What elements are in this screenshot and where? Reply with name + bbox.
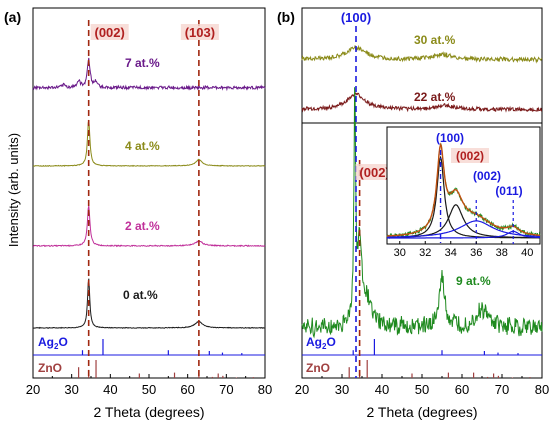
- x-tick-label: 50: [415, 382, 429, 397]
- panel-a-reference-patterns: Ag2O ZnO: [38, 335, 254, 378]
- series-label: 30 at.%: [414, 33, 456, 47]
- peak-label-100: (100): [341, 10, 371, 25]
- inset-peak-label: (100): [436, 131, 464, 145]
- x-tick-label: 20: [295, 382, 309, 397]
- series-label: 9 at.%: [456, 274, 491, 288]
- series-label: 0 at.%: [123, 288, 158, 302]
- ref-label-zno: ZnO: [38, 361, 62, 375]
- x-tick-label: 40: [103, 382, 117, 397]
- inset-x-tick-label: 34: [445, 247, 457, 259]
- peak-label-bg: [355, 164, 394, 180]
- x-tick-label: 70: [219, 382, 233, 397]
- series-line-2at: [32, 205, 266, 248]
- peak-label-bg: [180, 24, 219, 40]
- panel-b-label: (b): [277, 9, 295, 25]
- panel-a-series: 0 at.% 2 at.% 4 at.% 7 at.%: [32, 56, 266, 330]
- inset-x-tick-label: 40: [521, 247, 533, 259]
- inset-x-tick-label: 36: [470, 247, 482, 259]
- panel-b-reference-patterns: Ag2O ZnO: [306, 335, 531, 378]
- series-line-22at: [301, 91, 542, 113]
- x-tick-label: 30: [335, 382, 349, 397]
- peak-label-bg: [90, 24, 129, 40]
- inset-frame: [386, 126, 541, 245]
- panel-b-guide-lines: (100) (002): [341, 10, 394, 378]
- panel-b-xlabel: 2 Theta (degrees): [366, 404, 477, 420]
- series-label: 7 at.%: [125, 56, 160, 70]
- series-line-9at: [301, 87, 543, 339]
- panel-a-label: (a): [4, 9, 21, 25]
- series-line-0at: [32, 278, 266, 330]
- x-tick-label: 80: [535, 382, 549, 397]
- ref-label-zno: ZnO: [306, 361, 330, 375]
- panel-b-series: 30 at.% 22 at.% 9 at.%: [301, 33, 543, 339]
- inset-peak-label: (011): [495, 184, 522, 198]
- series-line-7at: [32, 57, 266, 92]
- panel-b-inset: (100)(002)(002)(011)30 32 34 36 38 40: [386, 126, 541, 259]
- peak-label-002: (002): [359, 165, 389, 180]
- x-tick-label: 30: [64, 382, 78, 397]
- inset-fit-002-ag2o: [386, 220, 540, 238]
- inset-x-tick-label: 32: [419, 247, 431, 259]
- panel-b-ticks: 20 30 40 50 60 70 80: [295, 374, 549, 397]
- peak-label: (002): [95, 25, 125, 40]
- peak-label-bg: [451, 148, 489, 163]
- x-tick-label: 40: [375, 382, 389, 397]
- panel-a-guide-lines: (002) (103): [87, 20, 219, 378]
- inset-peak-label: (002): [473, 169, 501, 183]
- ref-label-ag2o: Ag2O: [38, 335, 68, 351]
- x-tick-label: 60: [455, 382, 469, 397]
- x-tick-label: 80: [258, 382, 272, 397]
- panel-a: (a) 0 at.% 2 at.% 4 at.% 7 at.% Ag2O ZnO (00…: [4, 7, 272, 420]
- series-label: 22 at.%: [414, 90, 456, 104]
- x-tick-label: 60: [180, 382, 194, 397]
- x-tick-label: 50: [142, 382, 156, 397]
- series-label: 4 at.%: [125, 139, 160, 153]
- peak-label: (103): [185, 25, 215, 40]
- panel-b: (b) 30 at.% 22 at.% 9 at.% Ag2O ZnO (100) (0…: [277, 7, 549, 420]
- inset-x-tick-label: 38: [496, 247, 508, 259]
- series-label: 2 at.%: [125, 219, 160, 233]
- inset-x-tick-label: 30: [394, 247, 406, 259]
- inset-peak-label: (002): [456, 149, 484, 163]
- x-tick-label: 20: [26, 382, 40, 397]
- panel-a-ylabel: Intensity (arb. units): [6, 133, 21, 247]
- inset-fit-011: [387, 230, 540, 239]
- panel-a-ticks: 20 30 40 50 60 70 80: [26, 374, 272, 397]
- series-line-30at: [301, 44, 543, 64]
- series-line-4at: [32, 119, 266, 167]
- x-tick-label: 70: [495, 382, 509, 397]
- panel-a-xlabel: 2 Theta (degrees): [93, 404, 204, 420]
- inset-fit-envelope: [387, 142, 541, 237]
- ref-label-ag2o: Ag2O: [306, 335, 336, 351]
